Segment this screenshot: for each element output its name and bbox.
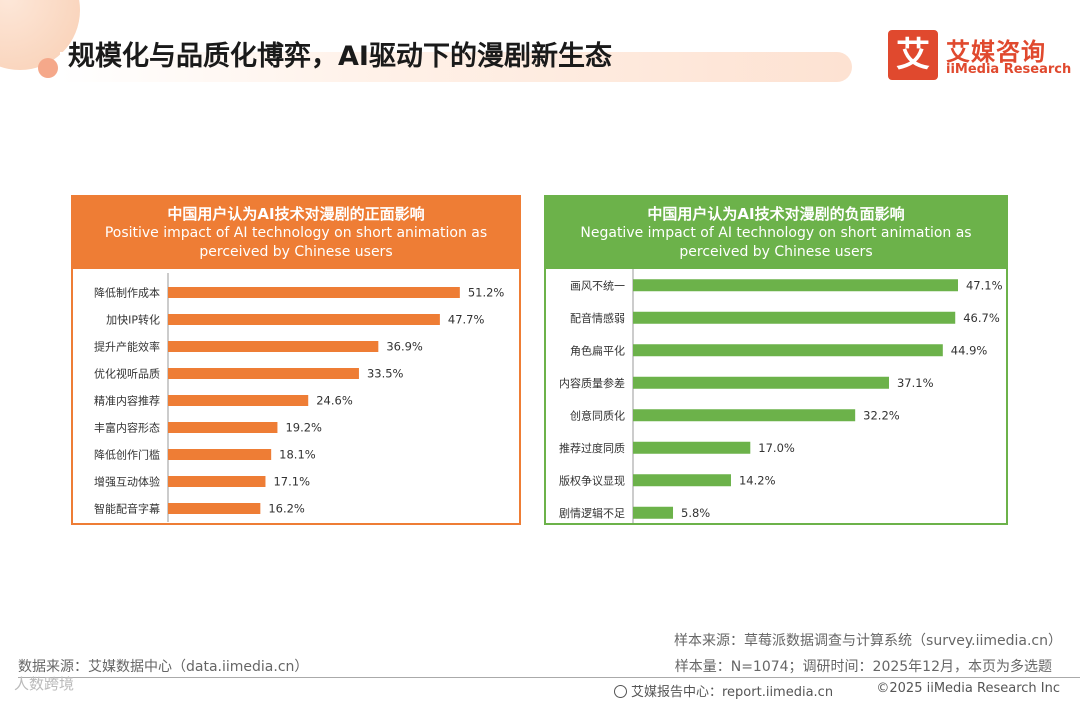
negative-title-cn: 中国用户认为AI技术对漫剧的负面影响 <box>647 205 905 223</box>
negative-title-en-line1: Negative impact of AI technology on shor… <box>580 225 972 241</box>
value-label: 18.1% <box>279 448 316 462</box>
negative-title-en-line2: perceived by Chinese users <box>679 244 873 260</box>
value-label: 51.2% <box>468 286 505 300</box>
value-label: 17.1% <box>273 475 310 489</box>
value-label: 16.2% <box>268 502 305 516</box>
title-band <box>60 52 852 82</box>
bar <box>633 279 958 292</box>
positive-panel-header: 中国用户认为AI技术对漫剧的正面影响 Positive impact of AI… <box>71 195 521 269</box>
bar <box>633 311 956 324</box>
positive-title-en-line2: perceived by Chinese users <box>199 244 393 260</box>
category-label: 提升产能效率 <box>94 340 160 354</box>
logo-mark: 艾 <box>888 30 938 80</box>
category-label: 剧情逻辑不足 <box>559 506 625 520</box>
category-label: 加快IP转化 <box>106 313 160 327</box>
category-label: 画风不统一 <box>570 279 625 292</box>
bar <box>168 287 460 298</box>
bar <box>168 449 272 460</box>
report-center-text: 艾媒报告中心：report.iimedia.cn <box>631 685 834 700</box>
copyright: ©2025 iiMedia Research Inc <box>876 681 1060 696</box>
negative-bar-chart: 画风不统一 47.1% 配音情感弱 46.7% 角色扁平化 44.9% 内容质量参差 37.1… <box>559 269 1003 523</box>
value-label: 5.8% <box>681 506 710 520</box>
negative-impact-panel: 中国用户认为AI技术对漫剧的负面影响 Negative impact of AI… <box>544 195 1008 525</box>
bar <box>168 314 440 325</box>
bar <box>633 376 889 389</box>
footer-divider <box>18 677 1080 678</box>
bar <box>633 441 751 454</box>
data-source: 数据来源：艾媒数据中心（data.iimedia.cn） <box>18 659 309 675</box>
sample-source: 样本来源：草莓派数据调查与计算系统（survey.iimedia.cn） <box>674 633 1062 649</box>
category-label: 增强互动体验 <box>94 475 160 489</box>
category-label: 降低制作成本 <box>94 286 160 300</box>
negative-panel-header: 中国用户认为AI技术对漫剧的负面影响 Negative impact of AI… <box>544 195 1008 269</box>
value-label: 33.5% <box>367 367 404 381</box>
value-label: 19.2% <box>285 421 322 435</box>
bar <box>168 503 261 514</box>
bar <box>168 368 359 379</box>
watermark-text: 人数跨境 <box>14 675 75 693</box>
category-label: 内容质量参差 <box>559 376 625 390</box>
category-label: 降低创作门槛 <box>94 448 160 462</box>
category-label: 创意同质化 <box>570 408 625 422</box>
category-label: 精准内容推荐 <box>94 394 160 408</box>
positive-impact-panel: 中国用户认为AI技术对漫剧的正面影响 Positive impact of AI… <box>71 195 521 525</box>
category-label: 角色扁平化 <box>570 343 625 357</box>
positive-title-cn: 中国用户认为AI技术对漫剧的正面影响 <box>167 205 425 223</box>
bar <box>633 506 674 519</box>
logo-en-text: iiMedia Research <box>946 62 1072 77</box>
bar <box>168 395 309 406</box>
iimedia-logo: 艾 艾媒咨询 iiMedia Research <box>888 30 1072 80</box>
value-label: 37.1% <box>897 376 934 390</box>
value-label: 47.1% <box>966 278 1003 292</box>
bar <box>633 474 731 487</box>
category-label: 智能配音字幕 <box>94 502 160 516</box>
value-label: 32.2% <box>863 408 900 422</box>
report-center: 艾媒报告中心：report.iimedia.cn <box>614 681 833 700</box>
value-label: 44.9% <box>951 343 988 357</box>
value-label: 47.7% <box>448 313 485 327</box>
logo-cn-text: 艾媒咨询 <box>946 38 1046 66</box>
value-label: 14.2% <box>739 473 776 487</box>
bar <box>168 422 278 433</box>
positive-title-en-line1: Positive impact of AI technology on shor… <box>104 225 488 241</box>
category-label: 丰富内容形态 <box>94 421 160 435</box>
value-label: 36.9% <box>386 340 423 354</box>
category-label: 推荐过度同质 <box>559 441 625 455</box>
category-label: 优化视听品质 <box>94 367 160 381</box>
value-label: 24.6% <box>316 394 353 408</box>
decorative-dot <box>38 58 58 78</box>
bar <box>633 344 943 357</box>
bar <box>633 409 856 422</box>
bar <box>168 476 266 487</box>
positive-bar-chart: 降低制作成本 51.2% 加快IP转化 47.7% 提升产能效率 36.9% 优化视听品质 3… <box>94 273 505 522</box>
bar <box>168 341 379 352</box>
sample-info: 样本量：N=1074；调研时间：2025年12月，本页为多选题 <box>674 659 1052 675</box>
value-label: 46.7% <box>963 311 1000 325</box>
category-label: 版权争议显现 <box>559 473 625 487</box>
globe-icon <box>614 685 627 698</box>
value-label: 17.0% <box>758 441 795 455</box>
page-title: 规模化与品质化博弈，AI驱动下的漫剧新生态 <box>68 41 612 72</box>
category-label: 配音情感弱 <box>570 311 625 325</box>
